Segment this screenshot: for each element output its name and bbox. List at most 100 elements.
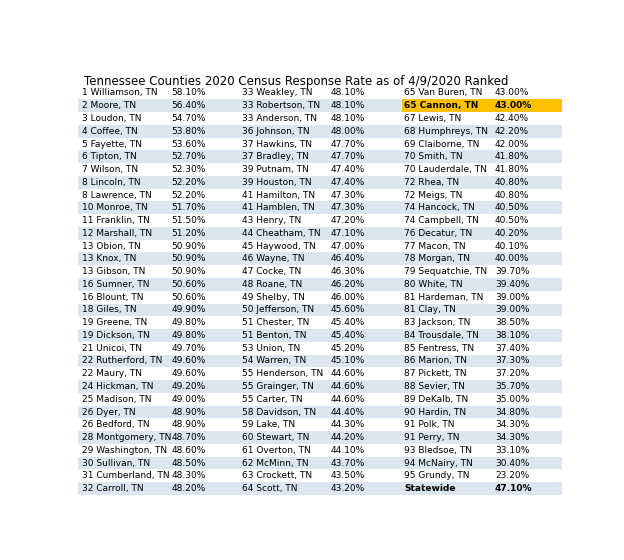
Text: Tennessee Counties 2020 Census Response Rate as of 4/9/2020 Ranked: Tennessee Counties 2020 Census Response … [84, 75, 509, 88]
Text: 49.70%: 49.70% [172, 344, 206, 353]
Text: 31 Cumberland, TN: 31 Cumberland, TN [82, 472, 170, 480]
Text: 47.70%: 47.70% [331, 139, 365, 148]
Bar [78, 240, 562, 253]
Bar [78, 304, 562, 316]
Bar [78, 329, 562, 342]
Text: 83 Jackson, TN: 83 Jackson, TN [404, 318, 470, 327]
Text: 13 Gibson, TN: 13 Gibson, TN [82, 267, 145, 276]
Text: 44.10%: 44.10% [331, 446, 365, 455]
Text: 55 Grainger, TN: 55 Grainger, TN [242, 382, 314, 391]
Text: 30.40%: 30.40% [495, 459, 529, 468]
Text: 80 White, TN: 80 White, TN [404, 280, 463, 289]
Bar [78, 469, 562, 482]
Text: 49.90%: 49.90% [172, 305, 206, 314]
Text: 18 Giles, TN: 18 Giles, TN [82, 305, 137, 314]
Text: 43.70%: 43.70% [331, 459, 365, 468]
Text: 47.40%: 47.40% [331, 178, 365, 187]
Text: 42.00%: 42.00% [495, 139, 529, 148]
Text: 48.00%: 48.00% [331, 127, 365, 136]
Text: 16 Blount, TN: 16 Blount, TN [82, 293, 144, 302]
Text: 52.70%: 52.70% [172, 152, 206, 161]
Text: 54 Warren, TN: 54 Warren, TN [242, 357, 306, 366]
Bar [78, 444, 562, 456]
Text: 88 Sevier, TN: 88 Sevier, TN [404, 382, 466, 391]
Text: 4 Coffee, TN: 4 Coffee, TN [82, 127, 138, 136]
Text: 70 Smith, TN: 70 Smith, TN [404, 152, 463, 161]
Text: 39.00%: 39.00% [495, 305, 529, 314]
Text: 47.10%: 47.10% [331, 229, 365, 238]
Text: 56.40%: 56.40% [172, 101, 206, 110]
Text: 53 Union, TN: 53 Union, TN [242, 344, 301, 353]
Text: 28 Montgomery, TN: 28 Montgomery, TN [82, 433, 171, 442]
Text: 13 Obion, TN: 13 Obion, TN [82, 241, 140, 251]
Text: 45.40%: 45.40% [331, 318, 365, 327]
Text: 67 Lewis, TN: 67 Lewis, TN [404, 114, 462, 123]
Text: 44 Cheatham, TN: 44 Cheatham, TN [242, 229, 321, 238]
Text: 61 Overton, TN: 61 Overton, TN [242, 446, 311, 455]
Text: 47 Cocke, TN: 47 Cocke, TN [242, 267, 301, 276]
Text: 85 Fentress, TN: 85 Fentress, TN [404, 344, 475, 353]
Text: 58 Davidson, TN: 58 Davidson, TN [242, 408, 316, 417]
Text: 45.20%: 45.20% [331, 344, 365, 353]
Bar [78, 405, 562, 418]
Text: 43.00%: 43.00% [495, 101, 532, 110]
Text: 46 Wayne, TN: 46 Wayne, TN [242, 254, 305, 263]
Text: 22 Maury, TN: 22 Maury, TN [82, 369, 142, 378]
Text: 69 Claiborne, TN: 69 Claiborne, TN [404, 139, 480, 148]
Text: 45 Haywood, TN: 45 Haywood, TN [242, 241, 316, 251]
Bar [78, 316, 562, 329]
Text: 40.80%: 40.80% [495, 190, 529, 199]
Bar [78, 87, 562, 99]
Text: 81 Hardeman, TN: 81 Hardeman, TN [404, 293, 484, 302]
Text: 26 Bedford, TN: 26 Bedford, TN [82, 420, 150, 430]
Text: 51 Benton, TN: 51 Benton, TN [242, 331, 307, 340]
Bar [78, 354, 562, 367]
Text: 45.10%: 45.10% [331, 357, 365, 366]
Text: 6 Tipton, TN: 6 Tipton, TN [82, 152, 137, 161]
Text: 93 Bledsoe, TN: 93 Bledsoe, TN [404, 446, 472, 455]
Text: 36 Johnson, TN: 36 Johnson, TN [242, 127, 310, 136]
Text: 50.90%: 50.90% [172, 267, 206, 276]
Text: 44.30%: 44.30% [331, 420, 365, 430]
Text: 33 Robertson, TN: 33 Robertson, TN [242, 101, 321, 110]
Text: 49.80%: 49.80% [172, 318, 206, 327]
Text: 48.10%: 48.10% [331, 88, 365, 97]
Text: 51.70%: 51.70% [172, 203, 206, 212]
Text: 37.20%: 37.20% [495, 369, 529, 378]
Text: 50.90%: 50.90% [172, 241, 206, 251]
Text: 25 Madison, TN: 25 Madison, TN [82, 395, 152, 404]
Text: 53.60%: 53.60% [172, 139, 206, 148]
Text: 39 Houston, TN: 39 Houston, TN [242, 178, 312, 187]
Text: 35.00%: 35.00% [495, 395, 529, 404]
Text: 49.20%: 49.20% [172, 382, 205, 391]
Text: 58.10%: 58.10% [172, 88, 206, 97]
Text: 3 Loudon, TN: 3 Loudon, TN [82, 114, 142, 123]
Text: 2 Moore, TN: 2 Moore, TN [82, 101, 136, 110]
Text: 84 Trousdale, TN: 84 Trousdale, TN [404, 331, 479, 340]
Text: 34.30%: 34.30% [495, 433, 529, 442]
Text: 12 Marshall, TN: 12 Marshall, TN [82, 229, 152, 238]
Text: 38.10%: 38.10% [495, 331, 529, 340]
Text: 41 Hamblen, TN: 41 Hamblen, TN [242, 203, 315, 212]
Bar [78, 380, 562, 393]
Bar [78, 278, 562, 291]
Text: 70 Lauderdale, TN: 70 Lauderdale, TN [404, 165, 487, 174]
Text: 89 DeKalb, TN: 89 DeKalb, TN [404, 395, 469, 404]
Text: 44.60%: 44.60% [331, 395, 365, 404]
Text: 40.20%: 40.20% [495, 229, 529, 238]
Text: 50.90%: 50.90% [172, 254, 206, 263]
Text: 50 Jefferson, TN: 50 Jefferson, TN [242, 305, 314, 314]
Text: 19 Dickson, TN: 19 Dickson, TN [82, 331, 150, 340]
Bar [78, 431, 562, 444]
Text: 62 McMinn, TN: 62 McMinn, TN [242, 459, 309, 468]
Text: 47.70%: 47.70% [331, 152, 365, 161]
Text: 46.30%: 46.30% [331, 267, 365, 276]
Text: 81 Clay, TN: 81 Clay, TN [404, 305, 456, 314]
Text: 33 Weakley, TN: 33 Weakley, TN [242, 88, 313, 97]
Text: 21 Unicoi, TN: 21 Unicoi, TN [82, 344, 142, 353]
Text: 24 Hickman, TN: 24 Hickman, TN [82, 382, 154, 391]
Text: 44.60%: 44.60% [331, 369, 365, 378]
Text: 30 Sullivan, TN: 30 Sullivan, TN [82, 459, 150, 468]
Bar [78, 163, 562, 176]
Text: 29 Washington, TN: 29 Washington, TN [82, 446, 167, 455]
